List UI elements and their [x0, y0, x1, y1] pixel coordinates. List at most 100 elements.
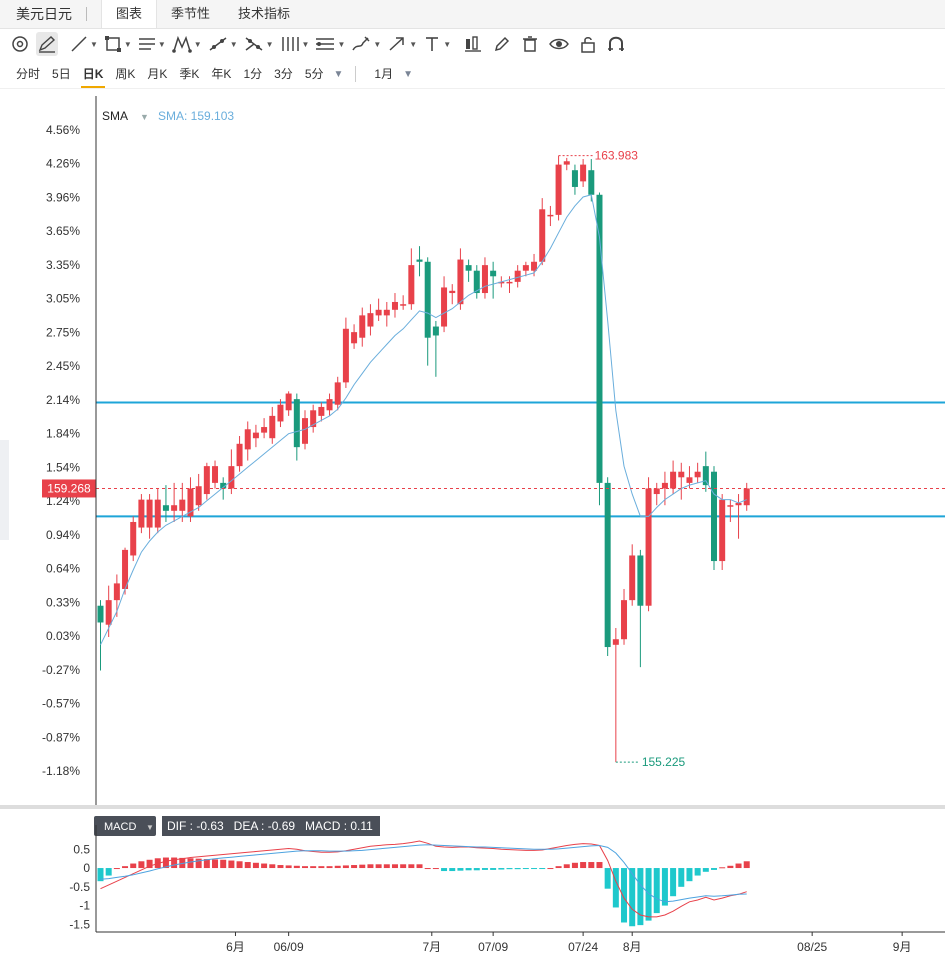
macd-histogram-bar — [375, 864, 382, 869]
candle-body — [244, 429, 251, 450]
candle-body — [563, 161, 570, 165]
parallel-lines-icon[interactable]: ▼ — [138, 38, 166, 50]
macd-y-tick-label: -1.5 — [69, 917, 90, 931]
x-tick-label: 8月 — [623, 940, 642, 954]
x-tick-label: 07/24 — [568, 940, 598, 954]
candle-body — [113, 583, 120, 601]
macd-histogram-bar — [653, 868, 660, 914]
pattern-tool-icon[interactable]: ▼ — [171, 32, 202, 56]
indicator-name[interactable]: SMA — [102, 109, 128, 123]
y-tick-label: 4.26% — [46, 157, 80, 171]
macd-histogram-bar — [735, 863, 742, 869]
brush-tool-icon[interactable]: ▼ — [351, 32, 381, 56]
candle-body — [351, 332, 358, 344]
y-tick-label: 4.56% — [46, 123, 80, 137]
candle-body — [105, 600, 112, 625]
y-tick-label: 2.75% — [46, 325, 80, 339]
arrow-tool-icon[interactable]: ▼ — [387, 32, 417, 56]
period-monthly[interactable]: 月K — [147, 67, 168, 81]
y-tick-label: 2.14% — [46, 393, 80, 407]
fork-tool-icon[interactable]: ▼ — [244, 32, 274, 56]
period-3min[interactable]: 3分 — [274, 67, 293, 81]
candle-body — [441, 287, 448, 327]
edit-icon[interactable] — [493, 32, 511, 56]
y-tick-label: 0.64% — [46, 562, 80, 576]
tab-seasonality[interactable]: 季节性 — [171, 6, 211, 21]
range-select[interactable]: 1月 — [374, 67, 394, 81]
ray-tool-icon[interactable]: ▼ — [208, 32, 238, 56]
candle-body — [661, 482, 668, 489]
macd-histogram-bar — [105, 868, 112, 876]
macd-histogram-bar — [244, 862, 251, 869]
period-weekly[interactable]: 周K — [115, 67, 136, 81]
period-daily[interactable]: 日K — [80, 63, 106, 88]
text-tool-icon[interactable]: ▼ — [426, 37, 452, 51]
macd-histogram-bar — [391, 864, 398, 869]
macd-histogram-bar — [318, 866, 325, 869]
period-timeshare[interactable]: 分时 — [16, 67, 41, 81]
indicator-dropdown-icon[interactable]: ▼ — [140, 112, 149, 122]
candle-body — [293, 399, 300, 448]
candle-body — [719, 499, 726, 562]
price-chart[interactable]: 4.56% 4.26% 3.96% 3.65% 3.35% 3.05% 2.75% 2.45%… — [0, 90, 945, 958]
y-tick-label: 1.84% — [46, 427, 80, 441]
period-selector: 分时 5日 日K 周K 月K 季K 年K 1分 3分 5分 ▼ 1月 ▼ — [0, 60, 945, 89]
trash-icon[interactable] — [521, 32, 539, 56]
period-1min[interactable]: 1分 — [243, 67, 263, 81]
period-5min[interactable]: 5分 — [304, 67, 324, 81]
magnet-snap-icon[interactable] — [607, 32, 625, 56]
candle-body — [678, 471, 685, 478]
macd-histogram-bar — [269, 864, 276, 869]
candle-body — [400, 304, 407, 306]
macd-label: MACD — [104, 821, 136, 833]
eye-icon[interactable] — [549, 32, 570, 56]
candle-body — [261, 427, 268, 433]
tab-bar: 美元日元 图表 季节性 技术指标 — [0, 0, 945, 29]
tab-indicators[interactable]: 技术指标 — [238, 6, 291, 21]
candle-body — [171, 505, 178, 511]
high-label: 163.983 — [595, 149, 639, 163]
macd-histogram-bar — [236, 861, 243, 869]
magnet-icon[interactable] — [10, 32, 30, 56]
symbol-title: 美元日元 — [16, 6, 72, 22]
period-quarterly[interactable]: 季K — [179, 67, 200, 81]
macd-dropdown-icon[interactable]: ▼ — [146, 823, 154, 832]
measure-tool-icon[interactable]: ▼ — [281, 37, 310, 51]
candle-body — [670, 471, 677, 489]
candle-body — [711, 471, 717, 562]
range-dropdown-icon[interactable]: ▼ — [403, 68, 413, 80]
macd-y-tick-label: 0 — [83, 861, 90, 875]
candle-body — [522, 265, 529, 271]
period-5day[interactable]: 5日 — [52, 67, 71, 81]
macd-histogram-bar — [359, 864, 366, 869]
macd-dea-line — [100, 844, 747, 903]
rectangle-tool-icon[interactable]: ▼ — [104, 32, 132, 56]
fib-tool-icon[interactable]: ▼ — [315, 32, 345, 56]
period-more-icon[interactable]: ▼ — [333, 68, 344, 80]
macd-histogram-bar — [670, 868, 677, 897]
macd-y-tick-label: 0.5 — [73, 842, 90, 856]
side-panel-handle[interactable] — [0, 440, 9, 540]
period-yearly[interactable]: 年K — [211, 67, 232, 81]
macd-histogram-bar — [383, 864, 390, 869]
macd-histogram-bar — [408, 864, 415, 869]
macd-histogram-bar — [326, 866, 333, 869]
tab-chart[interactable]: 图表 — [101, 0, 158, 28]
macd-selector[interactable] — [94, 816, 156, 836]
macd-readout-box — [162, 816, 380, 836]
candle-body — [580, 164, 587, 182]
pencil-icon[interactable] — [36, 32, 58, 56]
macd-histogram-bar — [588, 862, 595, 869]
candle-body — [473, 270, 480, 294]
macd-histogram-bar — [261, 863, 268, 869]
y-tick-label: 0.33% — [46, 595, 80, 609]
candle-body — [539, 209, 546, 262]
line-tool-icon[interactable]: ▼ — [70, 32, 98, 56]
macd-histogram-bar — [612, 868, 619, 908]
candle-body — [269, 415, 276, 439]
macd-histogram-bar — [130, 863, 137, 869]
drawing-toolbar: ▼ ▼ ▼ ▼ ▼ ▼ ▼ ▼ ▼ ▼ ▼ — [0, 29, 945, 59]
candle-body — [645, 488, 652, 606]
bar-style-icon[interactable] — [463, 32, 483, 56]
lock-icon[interactable] — [579, 32, 597, 56]
